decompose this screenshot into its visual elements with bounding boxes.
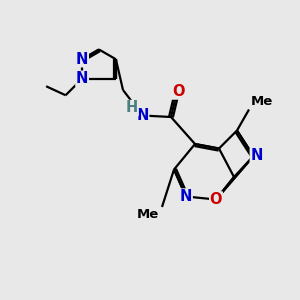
Text: N: N <box>76 52 88 67</box>
Text: N: N <box>180 189 192 204</box>
Text: N: N <box>136 108 149 123</box>
Text: O: O <box>210 192 222 207</box>
Text: N: N <box>250 148 263 164</box>
Text: Me: Me <box>250 95 273 108</box>
Text: O: O <box>172 84 185 99</box>
Text: Me: Me <box>137 208 159 221</box>
Text: N: N <box>76 71 88 86</box>
Text: H: H <box>126 100 138 116</box>
